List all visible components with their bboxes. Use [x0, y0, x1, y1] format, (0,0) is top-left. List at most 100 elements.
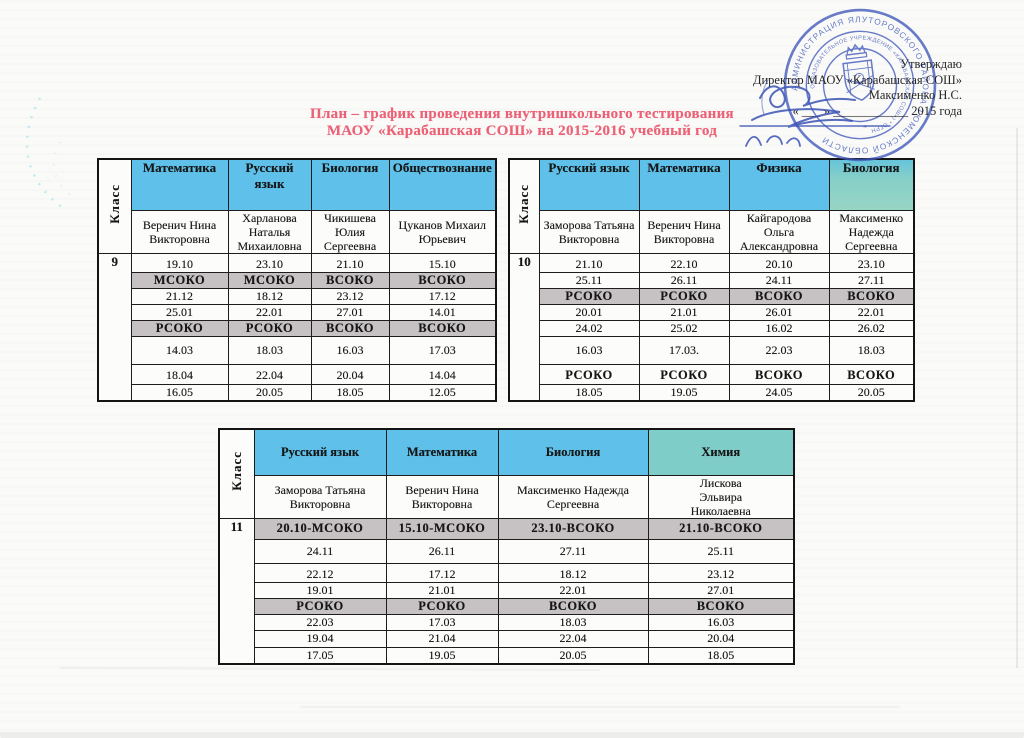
- approval-director-line: Директор МАОУ «Карабашская СОШ»: [752, 72, 962, 87]
- schedule-row: РСОКО РСОКО ВСОКО ВСОКО: [509, 287, 915, 305]
- schedule-date-cell: МСОКО: [227, 271, 312, 289]
- schedule-row: 17.05 19.05 20.05 18.05: [219, 646, 795, 664]
- schedule-table-grade-11: Класс Русский язык Математика Биология Химия…: [218, 428, 795, 665]
- page-title-line2: МАОУ «Карабашская СОШ» на 2015-2016 учеб…: [326, 123, 718, 139]
- schedule-date-cell: 26.11: [385, 538, 499, 564]
- schedule-date-cell: 19.04: [253, 629, 387, 648]
- schedule-date-cell: 27.01: [310, 303, 390, 321]
- schedule-date-cell: 19.05: [638, 383, 730, 401]
- schedule-date-cell: 14.03: [130, 335, 229, 365]
- schedule-row: 21.12 18.12 23.12 17.12: [98, 287, 497, 305]
- schedule-date-cell: 27.11: [828, 271, 915, 289]
- schedule-date-cell: 27.11: [497, 538, 649, 564]
- schedule-row: 18.04 22.04 20.04 14.04: [98, 363, 497, 385]
- schedule-date-cell: 19.10: [130, 252, 229, 273]
- schedule-row: 19.04 21.04 22.04 20.04: [219, 629, 795, 648]
- scan-bottom-shadow: [0, 732, 1024, 738]
- schedule-date-cell: 21.12: [130, 287, 229, 305]
- schedule-date-cell: 16.03: [538, 335, 640, 365]
- schedule-date-cell: 26.11: [638, 271, 730, 289]
- schedule-date-cell: 20.04: [647, 629, 795, 648]
- teacher-name-cell: Кайгародова Ольга Александровна: [728, 209, 830, 254]
- schedule-date-cell: 15.10-МСОКО: [385, 517, 499, 540]
- approval-block: Утверждаю Директор МАОУ «Карабашская СОШ…: [752, 57, 962, 119]
- scan-artifact-arc: [25, 97, 75, 212]
- schedule-date-cell: 18.05: [647, 646, 795, 664]
- subject-header-cell: Русский язык: [227, 158, 312, 211]
- schedule-date-cell: РСОКО: [638, 287, 730, 305]
- schedule-date-cell: 27.01: [647, 581, 795, 599]
- schedule-row: РСОКО РСОКО ВСОКО ВСОКО: [98, 319, 497, 337]
- schedule-row: 24.11 26.11 27.11 25.11: [219, 538, 795, 564]
- schedule-date-cell: ВСОКО: [310, 271, 390, 289]
- class-number-cell: 9: [97, 252, 132, 401]
- page-title: План – график проведения внутришкольного…: [252, 106, 792, 140]
- schedule-date-cell: 18.04: [130, 363, 229, 385]
- subject-header-cell: Математика: [385, 428, 499, 476]
- schedule-date-cell: 17.12: [388, 287, 497, 305]
- schedule-row: 25.11 26.11 24.11 27.11: [509, 271, 915, 289]
- schedule-date-cell: РСОКО: [385, 597, 499, 615]
- schedule-date-cell: 20.05: [227, 383, 312, 401]
- schedule-row: 19.01 21.01 22.01 27.01: [219, 581, 795, 599]
- subject-header-cell: Биология: [828, 158, 915, 211]
- schedule-date-cell: ВСОКО: [647, 597, 795, 615]
- schedule-date-cell: РСОКО: [538, 363, 640, 385]
- scan-streak: [59, 667, 601, 671]
- schedule-date-cell: 23.12: [647, 562, 795, 583]
- schedule-date-cell: РСОКО: [638, 363, 730, 385]
- subject-header-cell: Биология: [497, 428, 649, 476]
- svg-text:*: *: [863, 123, 868, 132]
- class-number-cell: 11: [218, 517, 255, 664]
- schedule-date-cell: 14.04: [388, 363, 497, 385]
- schedule-date-cell: РСОКО: [227, 319, 312, 337]
- schedule-row: 10 21.10 22.10 20.10 23.10: [508, 252, 915, 401]
- schedule-date-cell: ВСОКО: [828, 363, 915, 385]
- grade-11-schedule: Класс Русский язык Математика Биология Химия…: [218, 428, 795, 665]
- schedule-date-cell: 26.02: [828, 319, 915, 337]
- subject-header-cell: Физика: [728, 158, 830, 211]
- class-column-label: Класс: [228, 451, 244, 492]
- grade-10-schedule: Класс Русский язык Математика Физика Биологи…: [508, 158, 915, 402]
- school-round-stamp-icon: * * АДМИНИСТРАЦИЯ ЯЛУТОРОВСКОГО РАЙОНА Т…: [781, 6, 940, 165]
- schedule-date-cell: 20.01: [538, 303, 640, 321]
- scan-streak: [300, 706, 900, 708]
- teacher-name-cell: Веренич Нина Викторовна: [130, 209, 229, 254]
- schedule-date-cell: ВСОКО: [388, 271, 497, 289]
- schedule-date-cell: РСОКО: [130, 319, 229, 337]
- teacher-name-cell: Веренич Нина Викторовна: [385, 474, 499, 519]
- schedule-row: РСОКО РСОКО ВСОКО ВСОКО: [219, 597, 795, 615]
- schedule-date-cell: 24.11: [253, 538, 387, 564]
- schedule-date-cell: 20.05: [828, 383, 915, 401]
- teacher-name-cell: Харланова Наталья Михаиловна: [227, 209, 312, 254]
- subject-header-cell: Обществознание: [388, 158, 497, 211]
- schedule-date-cell: 24.05: [728, 383, 830, 401]
- schedule-date-cell: 23.12: [310, 287, 390, 305]
- schedule-date-cell: 21.04: [385, 629, 499, 648]
- schedule-date-cell: 18.05: [538, 383, 640, 401]
- teacher-name-cell: Максименко Надежда Сергеевна: [828, 209, 915, 254]
- teacher-name-cell: Максименко Надежда Сергеевна: [497, 474, 649, 519]
- teacher-name-cell: Веренич Нина Викторовна: [638, 209, 730, 254]
- schedule-row: 14.03 18.03 16.03 17.03: [98, 335, 497, 365]
- schedule-date-cell: 24.11: [728, 271, 830, 289]
- subject-header-cell: Русский язык: [538, 158, 640, 211]
- schedule-date-cell: 22.01: [497, 581, 649, 599]
- class-number-cell: 10: [508, 252, 540, 401]
- schedule-date-cell: 18.05: [310, 383, 390, 401]
- svg-text:*: *: [853, 45, 858, 54]
- schedule-row: 22.03 17.03 18.03 16.03: [219, 613, 795, 631]
- schedule-date-cell: 16.02: [728, 319, 830, 337]
- schedule-date-cell: 21.10: [310, 252, 390, 273]
- class-column-label: Класс: [516, 183, 532, 224]
- teacher-name-cell: Цуканов Михаил Юрьевич: [388, 209, 497, 254]
- schedule-date-cell: 21.01: [385, 581, 499, 599]
- class-column-header-cell: Класс: [97, 158, 132, 254]
- schedule-date-cell: 24.02: [538, 319, 640, 337]
- schedule-date-cell: ВСОКО: [828, 287, 915, 305]
- schedule-row: 11 20.10-МСОКО 15.10-МСОКО 23.10-ВСОКО 21.10…: [218, 517, 795, 664]
- schedule-date-cell: 22.01: [227, 303, 312, 321]
- teacher-name-cell: Заморова Татьяна Викторовна: [253, 474, 387, 519]
- class-column-header-cell: Класс: [508, 158, 540, 254]
